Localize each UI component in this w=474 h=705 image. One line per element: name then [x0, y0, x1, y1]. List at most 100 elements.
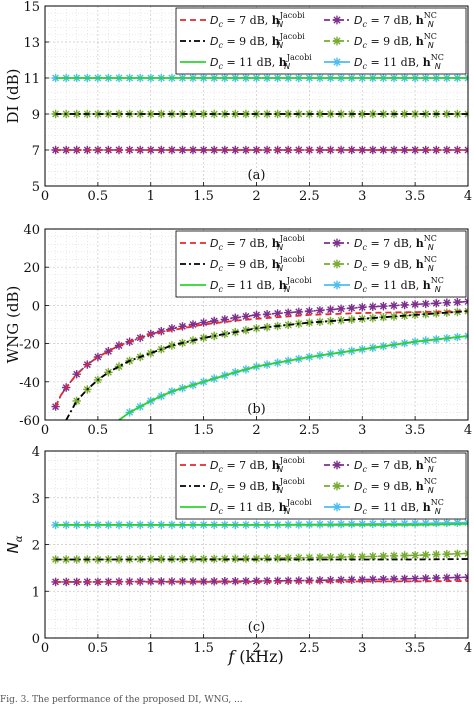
data-point-marker	[379, 575, 388, 584]
legend-vector: h	[272, 35, 280, 48]
legend-value: = 11 dB,	[223, 56, 279, 69]
legend-vector: h	[272, 480, 280, 493]
series-line-3	[65, 310, 468, 420]
series-line-5	[55, 523, 468, 526]
legend-superscript: Jacobi	[279, 234, 305, 243]
data-point-marker	[442, 549, 451, 559]
legend-vector: h	[272, 459, 280, 472]
legend-vector: h	[279, 56, 287, 69]
legend-value: = 11 dB,	[223, 501, 279, 514]
legend-label-6: Dc = 11 dB, hNC N	[354, 53, 444, 71]
legend-vector-subscript: N	[277, 243, 283, 252]
data-point-marker	[188, 320, 198, 329]
legend-vector-subscript: N	[277, 41, 283, 50]
legend-symbol: D	[354, 501, 362, 514]
legend-symbol: D	[354, 56, 362, 69]
data-point-marker	[358, 575, 367, 584]
legend-label-1: Dc = 7 dB, hJacobi N	[210, 11, 305, 29]
data-point-marker	[326, 575, 335, 585]
data-point-marker	[453, 298, 462, 307]
data-point-marker	[262, 310, 272, 319]
y-tick-label: -20	[19, 338, 40, 353]
x-tick-label: 1.5	[193, 423, 214, 438]
x-tick-label: 4	[464, 641, 472, 656]
data-point-marker	[167, 145, 177, 155]
data-point-marker	[146, 109, 155, 119]
legend-subscript: c	[218, 62, 223, 71]
legend-superscript: Jacobi	[279, 456, 305, 465]
y-tick-label: 7	[32, 144, 40, 159]
x-axis-label: f (kHz)	[227, 647, 284, 666]
y-tick-label: 1	[32, 585, 40, 600]
data-point-marker	[188, 554, 198, 564]
legend-vector: h	[279, 279, 287, 292]
data-point-marker	[104, 368, 113, 377]
data-point-marker	[188, 145, 198, 155]
data-point-marker	[294, 307, 303, 317]
series-line-1	[54, 310, 468, 407]
data-point-marker	[400, 109, 409, 119]
y-tick-label: 9	[32, 108, 40, 123]
chart-panel-1: 0 0.5 1 1.5 2 2.5 3 3.5 4 5 7 9 11 13 15 (a) DI (dB) Dc =…	[4, 0, 472, 204]
legend-symbol: D	[354, 258, 362, 271]
data-point-marker	[358, 303, 367, 312]
data-point-marker	[231, 109, 240, 119]
legend-value: = 9 dB,	[367, 258, 416, 271]
data-point-marker	[305, 306, 314, 316]
data-point-marker	[389, 519, 399, 528]
data-point-marker	[347, 145, 356, 155]
data-point-marker	[347, 552, 356, 561]
data-point-marker	[157, 109, 166, 119]
x-axis-label-unit: (kHz)	[234, 647, 284, 666]
legend-subscript: c	[362, 243, 367, 252]
x-tick-label: 3.5	[405, 423, 426, 438]
legend-value: = 7 dB,	[367, 459, 416, 472]
data-point-marker	[210, 577, 219, 586]
data-point-marker	[262, 323, 272, 332]
data-point-marker	[294, 553, 303, 562]
legend-label-5: Dc = 11 dB, hJacobi N	[210, 53, 312, 71]
data-point-marker	[432, 573, 441, 583]
data-point-marker	[432, 550, 441, 559]
data-point-marker	[347, 315, 356, 324]
data-point-marker	[199, 577, 208, 586]
x-tick-label: 2	[252, 641, 260, 656]
data-point-marker	[358, 145, 367, 155]
legend-marker-2	[332, 15, 342, 25]
legend-superscript: NC	[431, 53, 444, 62]
legend-symbol: D	[354, 35, 362, 48]
legend-superscript: Jacobi	[279, 32, 305, 41]
legend-value: = 7 dB,	[223, 14, 272, 27]
legend: Dc = 7 dB, hJacobi N Dc = 7 dB, hNC NDc = 9…	[175, 452, 467, 520]
x-tick-label: 1.5	[193, 641, 214, 656]
legend-superscript: NC	[424, 32, 437, 41]
data-point-marker	[389, 551, 399, 560]
legend-vector-subscript: N	[277, 264, 283, 273]
legend-subscript: c	[362, 507, 367, 516]
data-point-marker	[326, 553, 335, 562]
legend-symbol: D	[354, 480, 362, 493]
data-point-marker	[146, 554, 155, 564]
data-point-marker	[252, 310, 261, 320]
y-tick-label: 0	[32, 299, 40, 314]
data-point-marker	[358, 109, 367, 119]
legend-vector-subscript: N	[435, 285, 441, 294]
data-point-marker	[400, 300, 409, 310]
minor-grid	[45, 6, 468, 186]
data-point-marker	[231, 577, 240, 586]
legend-value: = 9 dB,	[223, 480, 272, 493]
axes-box	[44, 228, 469, 421]
series-group	[51, 518, 468, 587]
x-tick-label: 0.5	[88, 423, 109, 438]
data-point-marker	[442, 518, 451, 528]
x-tick-label: 1	[147, 423, 155, 438]
legend-vector-subscript: N	[284, 62, 290, 71]
data-point-marker	[72, 370, 81, 379]
y-tick-label: 0	[32, 632, 40, 647]
data-point-marker	[389, 301, 399, 310]
y-axis-label: WNG (dB)	[4, 286, 22, 364]
data-point-marker	[410, 574, 420, 583]
legend-superscript: Jacobi	[279, 11, 305, 20]
data-point-marker	[284, 553, 293, 563]
data-point-marker	[93, 352, 103, 362]
